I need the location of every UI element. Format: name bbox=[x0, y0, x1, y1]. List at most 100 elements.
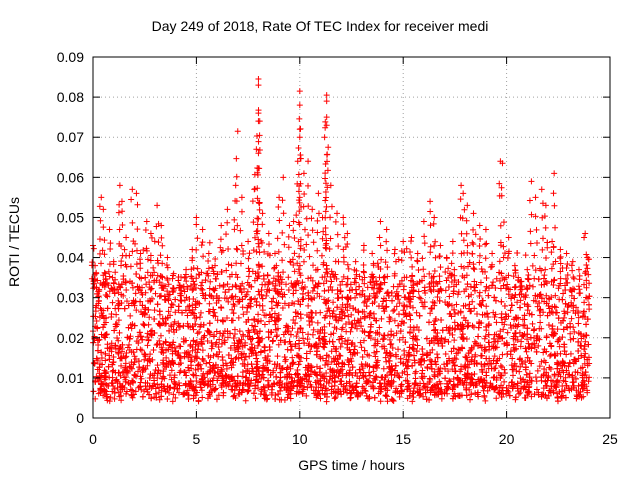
data-point bbox=[364, 351, 371, 358]
data-point bbox=[156, 337, 163, 344]
data-point bbox=[213, 328, 220, 335]
data-point bbox=[299, 390, 306, 397]
data-point bbox=[155, 239, 162, 246]
data-point bbox=[218, 305, 225, 312]
data-point bbox=[544, 244, 551, 251]
data-point bbox=[252, 234, 259, 241]
data-point bbox=[383, 349, 390, 356]
data-point bbox=[396, 281, 403, 288]
data-point bbox=[583, 321, 590, 328]
data-point bbox=[353, 271, 360, 278]
data-point bbox=[127, 364, 134, 371]
data-point bbox=[498, 382, 505, 389]
data-point bbox=[255, 378, 262, 385]
data-point bbox=[247, 345, 254, 352]
data-point bbox=[237, 260, 244, 267]
data-point bbox=[211, 309, 218, 316]
data-point bbox=[318, 252, 325, 259]
data-point bbox=[96, 203, 103, 210]
data-point bbox=[511, 294, 518, 301]
data-point bbox=[286, 338, 293, 345]
data-point bbox=[376, 284, 383, 291]
data-point bbox=[162, 338, 169, 345]
data-point bbox=[377, 388, 384, 395]
data-point bbox=[127, 263, 134, 270]
data-point bbox=[109, 286, 116, 293]
data-point bbox=[185, 323, 192, 330]
data-point bbox=[194, 362, 201, 369]
data-point bbox=[296, 358, 303, 365]
data-point bbox=[121, 246, 128, 253]
data-point bbox=[476, 289, 483, 296]
data-point bbox=[185, 348, 192, 355]
data-point bbox=[412, 368, 419, 375]
data-point bbox=[553, 309, 560, 316]
data-point bbox=[186, 296, 193, 303]
data-point bbox=[450, 345, 457, 352]
data-point bbox=[150, 346, 157, 353]
data-point bbox=[505, 313, 512, 320]
data-point bbox=[583, 332, 590, 339]
data-point bbox=[131, 371, 138, 378]
data-point bbox=[366, 363, 373, 370]
data-point bbox=[225, 298, 232, 305]
data-point bbox=[112, 276, 119, 283]
data-point bbox=[274, 353, 281, 360]
data-point bbox=[338, 363, 345, 370]
data-point bbox=[251, 295, 258, 302]
data-point bbox=[129, 248, 136, 255]
data-point bbox=[186, 367, 193, 374]
data-point bbox=[139, 302, 146, 309]
data-point bbox=[554, 338, 561, 345]
data-point bbox=[461, 264, 468, 271]
data-point bbox=[143, 281, 150, 288]
data-point bbox=[303, 350, 310, 357]
data-point bbox=[140, 366, 147, 373]
data-point bbox=[361, 274, 368, 281]
data-point bbox=[554, 365, 561, 372]
data-point bbox=[484, 360, 491, 367]
data-point bbox=[371, 349, 378, 356]
data-point bbox=[357, 339, 364, 346]
data-point bbox=[139, 365, 146, 372]
data-point bbox=[175, 273, 182, 280]
data-point bbox=[187, 342, 194, 349]
data-point bbox=[460, 336, 467, 343]
data-point bbox=[495, 333, 502, 340]
data-point-peak bbox=[147, 230, 154, 237]
data-point bbox=[316, 335, 323, 342]
data-point bbox=[205, 272, 212, 279]
data-point bbox=[324, 158, 331, 165]
data-point bbox=[111, 290, 118, 297]
data-point-peak bbox=[400, 238, 407, 245]
data-point bbox=[210, 268, 217, 275]
data-point bbox=[314, 247, 321, 254]
data-point bbox=[502, 316, 509, 323]
data-point bbox=[558, 393, 565, 400]
data-point bbox=[313, 363, 320, 370]
data-point bbox=[100, 392, 107, 399]
data-point bbox=[583, 284, 590, 291]
data-point bbox=[280, 269, 287, 276]
data-point-peak bbox=[538, 186, 545, 193]
data-point bbox=[387, 353, 394, 360]
data-point bbox=[208, 293, 215, 300]
data-point bbox=[405, 293, 412, 300]
data-point bbox=[150, 264, 157, 271]
data-point bbox=[415, 327, 422, 334]
data-point bbox=[266, 343, 273, 350]
data-point bbox=[302, 371, 309, 378]
data-point bbox=[249, 322, 256, 329]
data-point bbox=[285, 328, 292, 335]
data-point bbox=[482, 241, 489, 248]
data-point bbox=[549, 325, 556, 332]
data-point bbox=[413, 348, 420, 355]
data-point bbox=[340, 254, 347, 261]
data-point bbox=[321, 287, 328, 294]
data-point bbox=[118, 242, 125, 249]
data-point-peak bbox=[255, 150, 262, 157]
data-point bbox=[229, 293, 236, 300]
data-point bbox=[370, 364, 377, 371]
data-point bbox=[554, 326, 561, 333]
data-point bbox=[175, 352, 182, 359]
